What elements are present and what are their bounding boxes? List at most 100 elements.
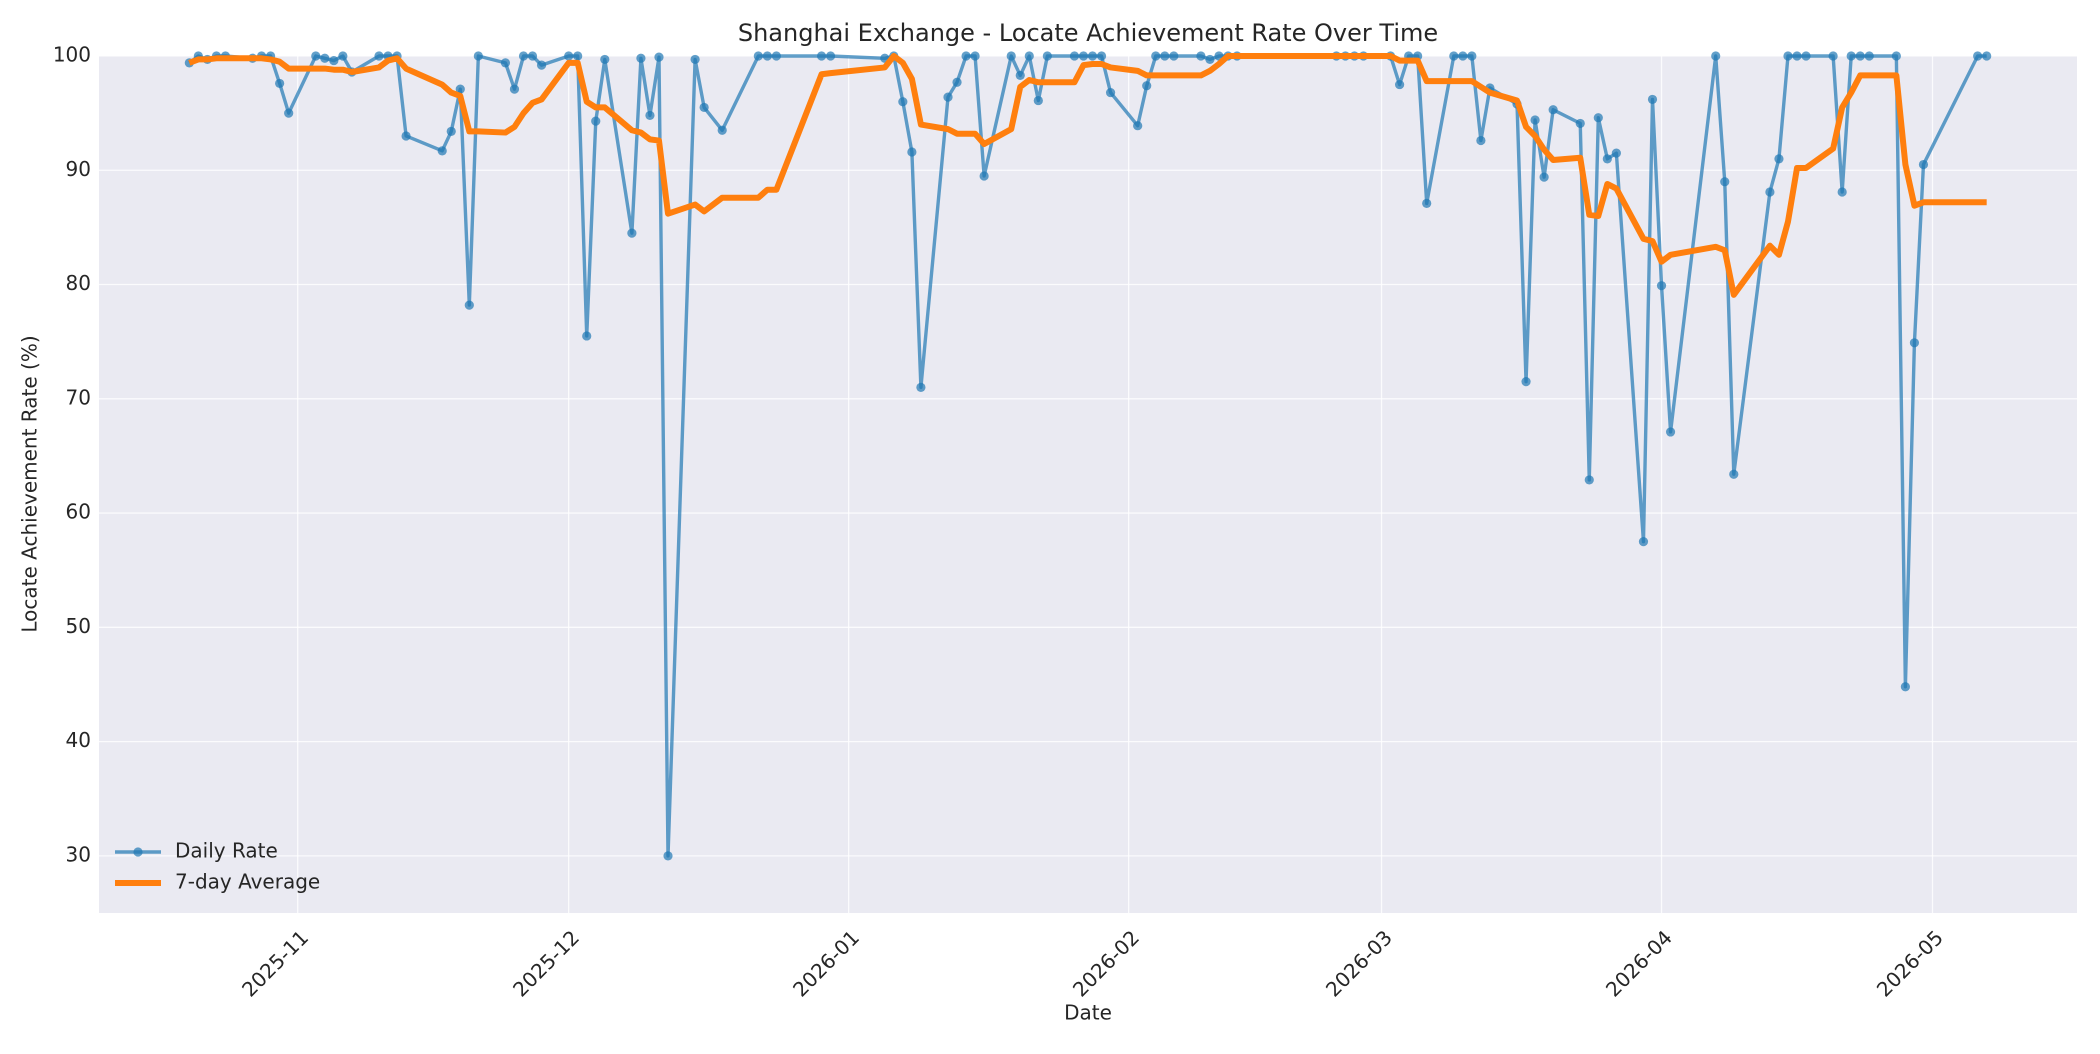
data-point [401, 131, 411, 141]
data-point [1909, 338, 1920, 348]
x-axis-label: Date [1064, 1001, 1112, 1025]
x-tick-label: 2026-02 [1068, 925, 1144, 1001]
data-point [509, 84, 520, 94]
series-line [188, 54, 1987, 858]
data-point [1467, 51, 1477, 61]
data-point [446, 126, 456, 137]
data-point [952, 77, 962, 87]
data-point [1033, 95, 1043, 106]
data-point [1015, 70, 1025, 81]
data-point [699, 102, 709, 113]
data-point [979, 171, 989, 181]
data-point [816, 51, 827, 61]
data-point [1973, 51, 1983, 61]
x-tick-label: 2026-04 [1601, 925, 1677, 1001]
data-point [825, 51, 836, 61]
data-point [591, 116, 601, 126]
data-point [1196, 51, 1206, 61]
data-point [1548, 105, 1558, 115]
data-point [437, 146, 447, 156]
x-tick-label: 2026-05 [1872, 925, 1948, 1001]
data-point [1042, 51, 1052, 61]
data-point [1864, 51, 1874, 61]
data-point [753, 51, 763, 61]
data-point [1133, 121, 1143, 131]
data-point [455, 84, 465, 94]
data-point [1918, 159, 1929, 170]
data-point [762, 51, 772, 61]
data-point [500, 58, 511, 68]
x-tick-label: 2025-11 [237, 925, 313, 1001]
data-point [464, 300, 474, 310]
data-point [320, 53, 330, 63]
data-point [1205, 54, 1215, 65]
data-point [627, 228, 637, 238]
data-point [916, 382, 926, 392]
data-point [1539, 172, 1549, 182]
data-point [1530, 115, 1540, 125]
data-point [771, 51, 781, 61]
data-point [582, 331, 592, 341]
data-point [1711, 51, 1721, 61]
data-point [329, 55, 339, 66]
data-point [907, 147, 917, 157]
data-point [663, 851, 673, 861]
y-tick-label: 30 [66, 842, 91, 866]
data-point [1656, 281, 1667, 291]
data-point [1792, 51, 1802, 61]
data-point [1837, 187, 1847, 197]
data-point [473, 51, 483, 61]
data-point [1584, 475, 1594, 485]
data-point [1160, 51, 1170, 61]
data-point [970, 51, 980, 61]
data-point [943, 92, 953, 102]
y-tick-label: 70 [66, 385, 91, 409]
data-point [961, 51, 971, 61]
data-point [1395, 79, 1405, 90]
data-point [1521, 377, 1531, 387]
data-point [564, 51, 574, 61]
data-point [717, 125, 727, 135]
y-tick-label: 40 [66, 728, 91, 752]
data-point [1069, 51, 1080, 61]
y-tick-label: 60 [66, 500, 91, 524]
data-point [518, 51, 529, 61]
legend: Daily Rate 7-day Average [115, 839, 320, 894]
data-point [1024, 51, 1034, 61]
data-point [1006, 51, 1016, 61]
data-point [1169, 51, 1179, 61]
data-point [1575, 118, 1585, 129]
data-point [338, 51, 348, 61]
data-point [1611, 148, 1621, 158]
data-point [1846, 51, 1856, 61]
data-point [1087, 51, 1098, 61]
data-point [1476, 135, 1486, 146]
data-point [284, 108, 294, 118]
data-point [1801, 51, 1811, 61]
data-point [1774, 154, 1784, 164]
data-point [1105, 87, 1116, 98]
data-point [1078, 51, 1089, 61]
data-point [1982, 51, 1992, 61]
data-point [645, 110, 655, 121]
data-point [374, 51, 384, 61]
data-point [275, 78, 285, 89]
legend-label: Daily Rate [175, 839, 278, 863]
y-tick-label: 90 [66, 157, 91, 181]
data-point [1891, 51, 1901, 61]
data-point [536, 60, 547, 70]
legend-marker [133, 847, 143, 857]
data-point [1602, 154, 1612, 164]
data-point [1828, 51, 1838, 61]
data-point [1647, 94, 1658, 105]
data-point [1449, 51, 1459, 61]
data-point [1593, 113, 1603, 123]
x-tick-label: 2026-03 [1321, 925, 1397, 1001]
y-tick-label: 80 [66, 271, 91, 295]
data-point [1855, 51, 1865, 61]
data-point [1783, 51, 1793, 61]
data-point [1422, 198, 1432, 209]
data-point [600, 54, 610, 65]
